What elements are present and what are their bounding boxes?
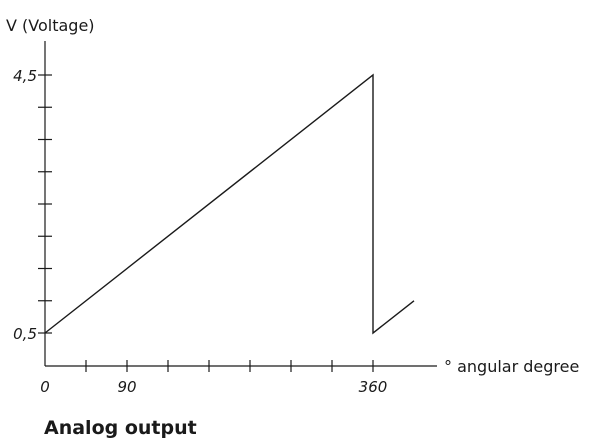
x-tick-label: 360 — [359, 378, 388, 396]
x-axis-label: ° angular degree — [444, 357, 579, 376]
x-tick-labels: 0 90 360 — [40, 378, 387, 396]
series-line — [44, 73, 415, 335]
y-axis-label: V (Voltage) — [6, 16, 95, 35]
x-tick-label: 90 — [117, 378, 136, 396]
chart-title: Analog output — [44, 417, 197, 439]
y-tick-label: 4,5 — [13, 67, 37, 85]
x-ticks — [85, 360, 374, 372]
y-tick-label: 0,5 — [13, 325, 37, 343]
y-tick-labels: 0,5 4,5 — [13, 67, 37, 343]
y-ticks — [38, 74, 52, 334]
series-group — [44, 73, 415, 335]
x-tick-label: 0 — [40, 378, 50, 396]
